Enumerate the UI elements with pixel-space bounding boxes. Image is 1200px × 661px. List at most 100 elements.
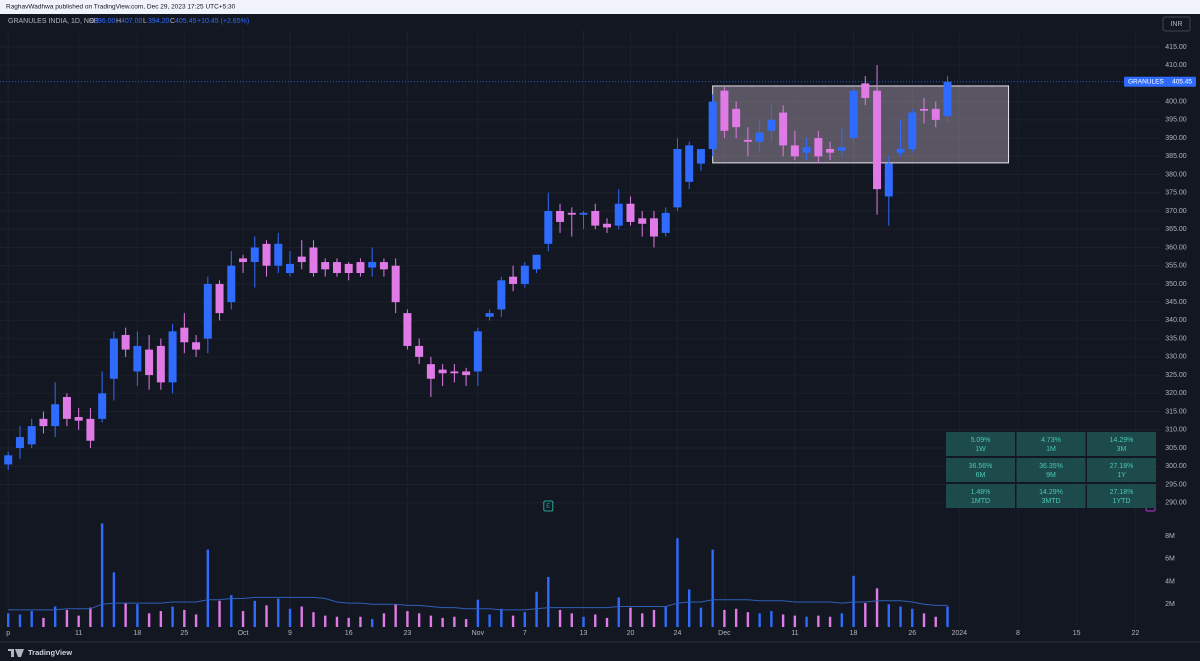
- volume-bar: [687, 589, 691, 627]
- candle-body: [297, 256, 306, 263]
- brand: TradingView: [28, 648, 72, 657]
- candle-body: [145, 349, 154, 376]
- volume-bar: [523, 612, 527, 627]
- candle-body: [98, 393, 107, 419]
- volume-bar: [770, 611, 773, 627]
- candle-body: [203, 283, 212, 339]
- performance-value: 27.18%: [1110, 489, 1134, 496]
- range-box: [712, 85, 1010, 164]
- volume-bar: [324, 615, 327, 627]
- candle-body: [849, 90, 858, 139]
- volume-bar: [464, 619, 468, 627]
- performance-period: 1Y: [1117, 472, 1126, 479]
- candle-body: [15, 437, 24, 449]
- y-tick-label: 305.00: [1165, 445, 1187, 452]
- y-tick-label: 360.00: [1165, 244, 1187, 251]
- candle-body: [720, 90, 729, 131]
- candle-body: [837, 147, 846, 151]
- symbol: GRANULES INDIA, 1D, NSE: [8, 18, 99, 25]
- candle-body: [884, 163, 893, 197]
- brand-logo: [8, 649, 24, 657]
- volume-bar: [558, 609, 562, 627]
- volume-bar: [922, 613, 926, 627]
- currency-box: [1162, 16, 1191, 32]
- ohlc-change: +10.45 (+2.65%): [197, 18, 249, 25]
- candle-body: [39, 418, 48, 427]
- candle-body: [556, 211, 565, 222]
- candle-body: [532, 254, 541, 270]
- x-tick-label: 11: [75, 630, 82, 637]
- volume-bar: [781, 614, 785, 627]
- candle-body: [274, 243, 283, 266]
- volume-bar: [147, 613, 151, 627]
- candle-body: [931, 108, 940, 120]
- performance-value: 27.18%: [1110, 463, 1134, 470]
- candle-body: [344, 263, 353, 273]
- candle-body: [790, 145, 799, 157]
- performance-cell: [1016, 484, 1086, 508]
- volume-bar: [934, 616, 937, 627]
- x-tick-label: 18: [850, 630, 858, 637]
- volume-bar: [77, 615, 80, 627]
- volume-tick-label: 6M: [1165, 556, 1175, 563]
- candle-body: [473, 331, 482, 372]
- performance-value: 1.48%: [971, 489, 991, 496]
- candle-body: [826, 149, 835, 153]
- candle-body: [708, 101, 717, 150]
- volume-bar: [946, 606, 949, 627]
- candle-body: [286, 263, 294, 273]
- x-tick-label: 13: [580, 630, 588, 637]
- volume-tick-label: 2M: [1165, 601, 1175, 608]
- y-tick-label: 375.00: [1165, 190, 1187, 197]
- volume-bar: [852, 575, 855, 627]
- y-tick-label: 335.00: [1165, 335, 1187, 342]
- ohlc-key: C: [170, 18, 175, 25]
- y-tick-label: 370.00: [1165, 208, 1187, 215]
- currency: INR: [1170, 21, 1182, 28]
- candle-body: [27, 426, 36, 445]
- volume-bar: [664, 606, 667, 627]
- performance-period: 1M: [1046, 446, 1056, 453]
- ohlc-value: 407.00: [121, 18, 143, 25]
- x-tick-label: 16: [345, 630, 353, 637]
- y-tick-label: 290.00: [1165, 500, 1187, 507]
- x-tick-label: p: [6, 630, 10, 637]
- x-tick-label: 25: [180, 630, 188, 637]
- x-tick-label: 22: [1131, 630, 1139, 637]
- byline: RaghavWadhwa published on TradingView.co…: [6, 4, 236, 11]
- candle-body: [579, 212, 588, 215]
- candle-body: [626, 203, 635, 222]
- volume-tick-label: 4M: [1165, 578, 1175, 585]
- candle-body: [743, 139, 752, 142]
- performance-value: 4.73%: [1041, 437, 1061, 444]
- volume-bar: [136, 604, 139, 627]
- volume-bar: [453, 616, 456, 627]
- y-tick-label: 325.00: [1165, 372, 1187, 379]
- ohlc-key: L: [143, 18, 147, 25]
- performance-period: 3MTD: [1041, 498, 1060, 505]
- volume-bar: [629, 607, 632, 627]
- last-price-tag: [1124, 76, 1196, 87]
- candle-body: [673, 149, 682, 208]
- volume-bar: [253, 600, 256, 627]
- volume-bar: [42, 617, 45, 627]
- volume-bar: [406, 611, 409, 627]
- candle-body: [649, 218, 658, 237]
- candle-body: [614, 203, 623, 226]
- y-tick-label: 410.00: [1165, 62, 1187, 69]
- performance-cell: [1087, 484, 1156, 508]
- x-tick-label: Oct: [238, 630, 249, 637]
- candle-body: [943, 81, 952, 117]
- candle-body: [415, 345, 424, 357]
- x-tick-label: 24: [674, 630, 682, 637]
- candle-body: [567, 212, 576, 215]
- performance-value: 14.29%: [1039, 489, 1063, 496]
- y-tick-label: 390.00: [1165, 135, 1187, 142]
- candle-body: [685, 145, 694, 182]
- performance-period: 1MTD: [971, 498, 990, 505]
- y-tick-label: 395.00: [1165, 117, 1187, 124]
- performance-value: 36.35%: [1039, 463, 1063, 470]
- volume-bar: [746, 612, 750, 627]
- volume-bar: [300, 606, 303, 627]
